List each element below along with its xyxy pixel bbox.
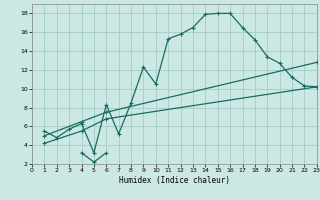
- X-axis label: Humidex (Indice chaleur): Humidex (Indice chaleur): [119, 176, 230, 185]
